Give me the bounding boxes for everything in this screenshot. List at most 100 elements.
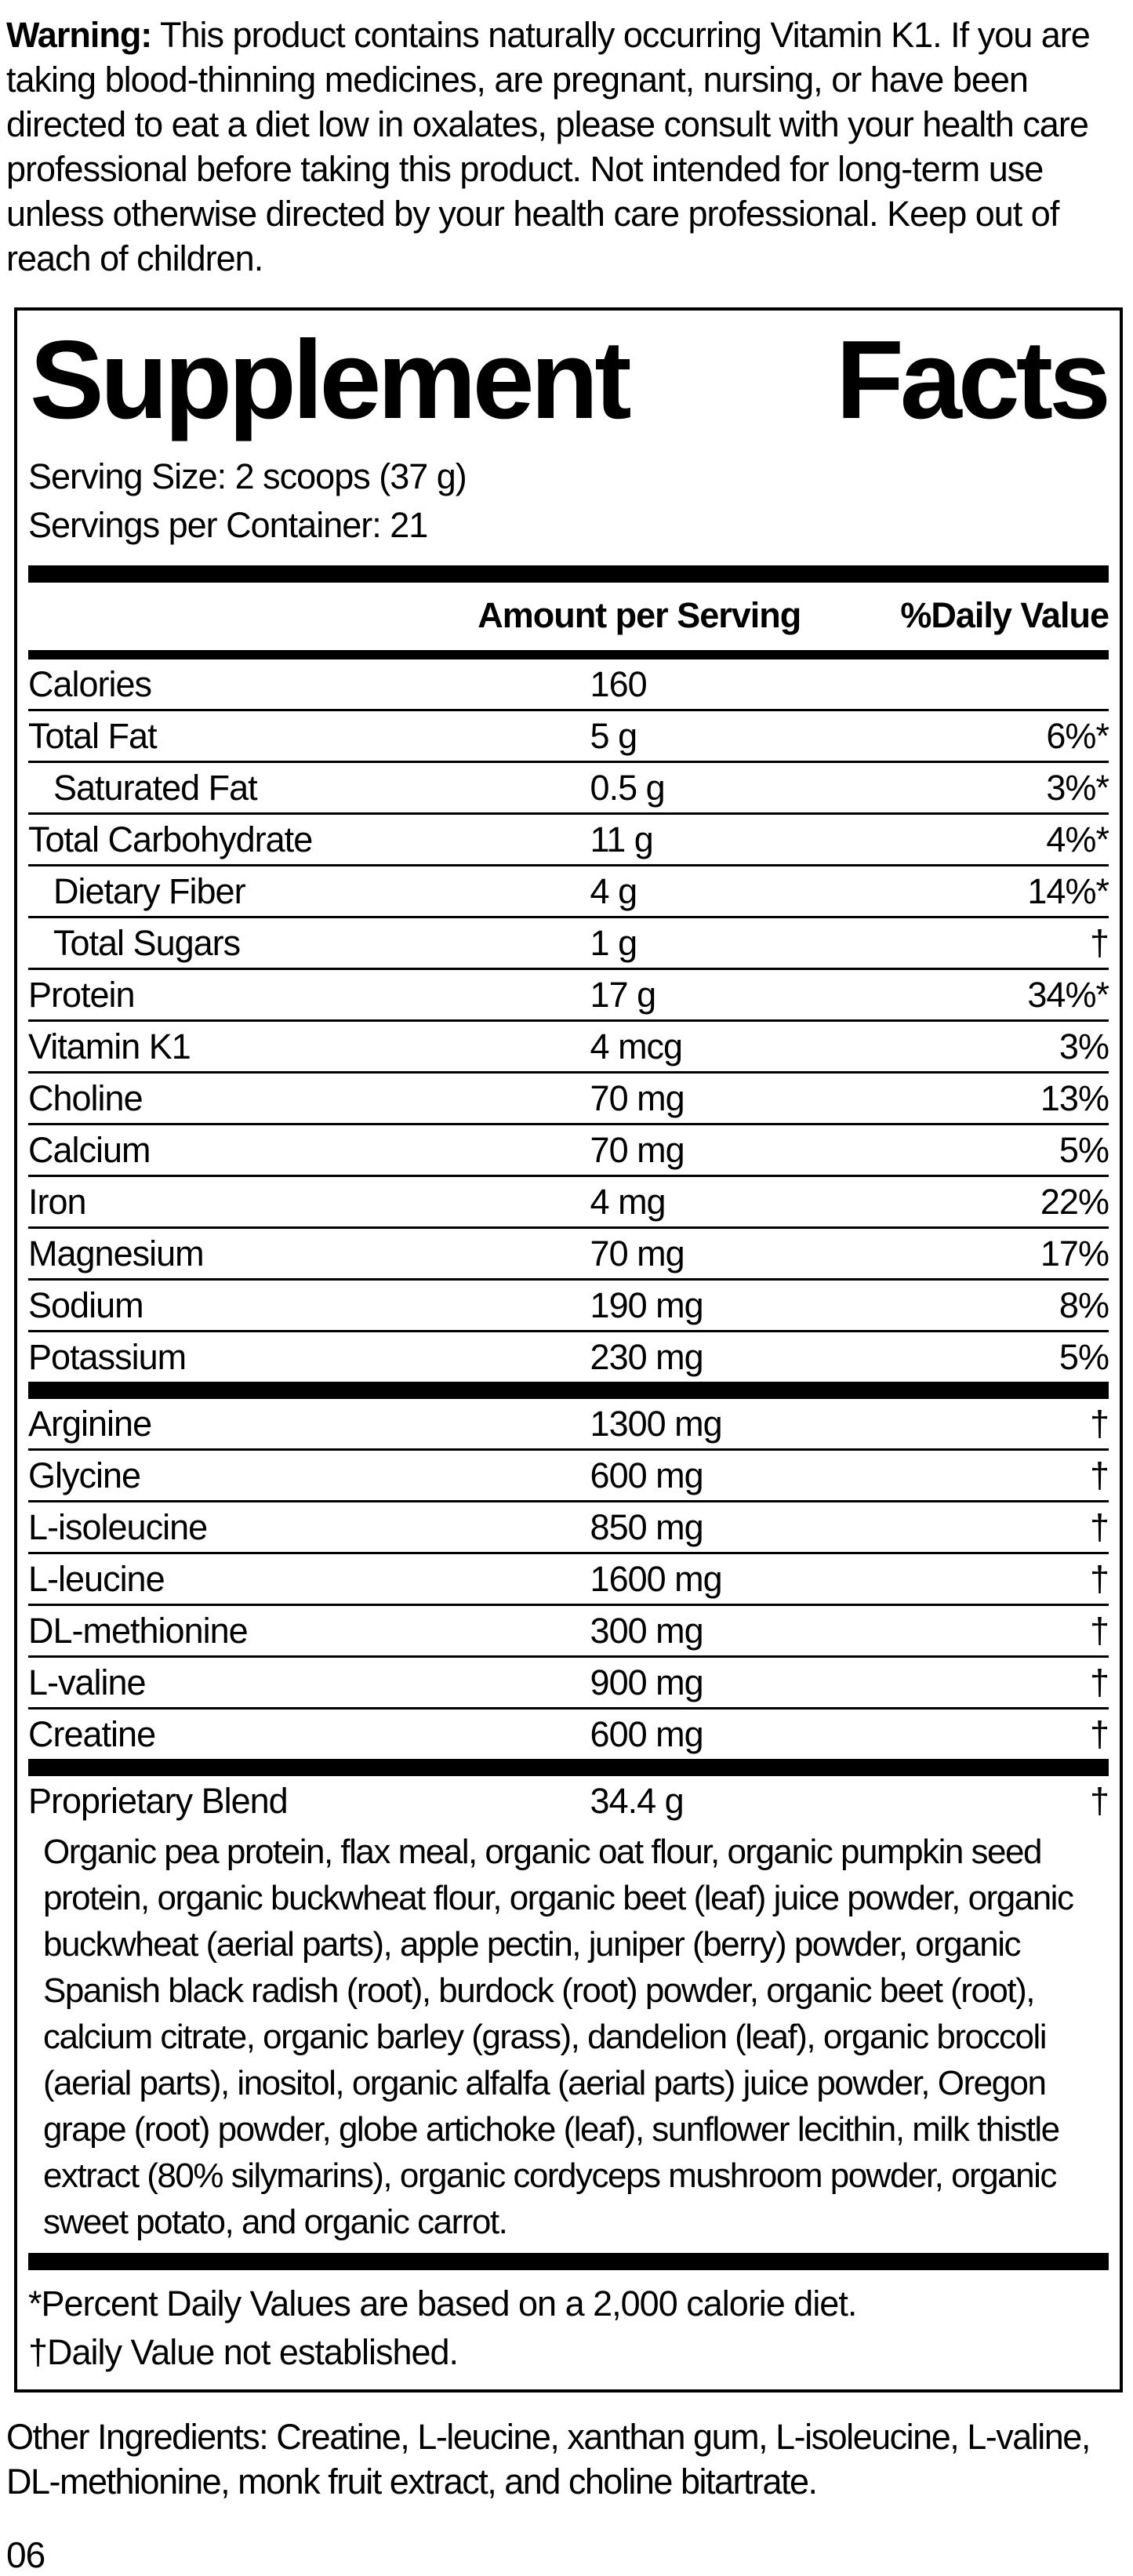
footnote-dagger: †Daily Value not established. <box>28 2332 459 2373</box>
nutrient-dv: † <box>1089 1559 1109 1600</box>
nutrient-name: Calcium <box>28 1130 151 1171</box>
nutrient-dv: 22% <box>1040 1182 1109 1223</box>
table-row: Protein 17 g 34%* <box>28 970 1109 1023</box>
nutrient-name: Saturated Fat <box>53 768 258 808</box>
table-row: Creatine 600 mg † <box>28 1709 1109 1759</box>
nutrient-name: Total Sugars <box>53 923 241 964</box>
table-row: Total Carbohydrate 11 g 4%* <box>28 815 1109 867</box>
nutrient-dv: 34%* <box>1027 975 1109 1016</box>
footnote-asterisk: *Percent Daily Values are based on a 2,0… <box>28 2284 857 2324</box>
nutrient-name: Total Carbohydrate <box>28 819 313 860</box>
nutrient-amount: 160 <box>590 664 648 705</box>
nutrient-dv: † <box>1089 1662 1109 1703</box>
table-row: Magnesium 70 mg 17% <box>28 1229 1109 1281</box>
divider-bar <box>28 565 1109 583</box>
nutrient-dv: 13% <box>1040 1078 1109 1119</box>
nutrient-dv: † <box>1089 1714 1109 1755</box>
nutrient-name: Potassium <box>28 1337 187 1378</box>
other-ingredients: Other Ingredients: Creatine, L-leucine, … <box>6 2417 1091 2502</box>
nutrient-dv: 5% <box>1059 1337 1109 1378</box>
nutrient-dv: 8% <box>1059 1285 1109 1326</box>
table-row: Vitamin K1 4 mcg 3% <box>28 1022 1109 1074</box>
blend-dv: † <box>1089 1781 1109 1822</box>
nutrient-amount: 600 mg <box>590 1455 704 1496</box>
table-row: Potassium 230 mg 5% <box>28 1332 1109 1382</box>
nutrient-name: Choline <box>28 1078 143 1119</box>
table-row: Total Fat 5 g 6%* <box>28 711 1109 764</box>
nutrient-dv: 5% <box>1059 1130 1109 1171</box>
footnotes: *Percent Daily Values are based on a 2,0… <box>28 2270 1109 2380</box>
nutrient-amount: 4 g <box>590 871 638 912</box>
table-row: Arginine 1300 mg † <box>28 1399 1109 1451</box>
nutrient-name: Total Fat <box>28 716 158 757</box>
nutrient-amount: 1300 mg <box>590 1404 723 1444</box>
column-header-row: Amount per Serving %Daily Value <box>28 583 1109 650</box>
nutrient-name: Glycine <box>28 1455 141 1496</box>
table-row: Dietary Fiber 4 g 14%* <box>28 867 1109 919</box>
table-row: Sodium 190 mg 8% <box>28 1281 1109 1333</box>
nutrient-amount: 0.5 g <box>590 768 666 808</box>
nutrient-name: Sodium <box>28 1285 144 1326</box>
nutrient-dv: † <box>1089 923 1109 964</box>
nutrient-dv: 3% <box>1059 1026 1109 1067</box>
table-row: Glycine 600 mg † <box>28 1451 1109 1503</box>
nutrient-name: Vitamin K1 <box>28 1026 191 1067</box>
serving-size: Serving Size: 2 scoops (37 g) <box>28 456 467 497</box>
nutrient-amount: 5 g <box>590 716 638 757</box>
nutrient-dv: 14%* <box>1027 871 1109 912</box>
nutrient-amount: 900 mg <box>590 1662 704 1703</box>
nutrient-amount: 70 mg <box>590 1130 685 1171</box>
table-row: DL-methionine 300 mg † <box>28 1606 1109 1659</box>
nutrient-dv: 6%* <box>1046 716 1109 757</box>
table-row: L-isoleucine 850 mg † <box>28 1502 1109 1555</box>
panel-title: Supplement Facts <box>28 317 1111 442</box>
page-number: 06 <box>6 2534 45 2576</box>
nutrient-amount: 17 g <box>590 975 657 1016</box>
panel-title-right: Facts <box>836 318 1111 442</box>
divider-bar <box>28 650 1109 660</box>
nutrient-name: Protein <box>28 975 136 1016</box>
nutrient-dv: † <box>1089 1611 1109 1651</box>
nutrient-dv: 3%* <box>1046 768 1109 808</box>
table-row: Iron 4 mg 22% <box>28 1177 1109 1230</box>
column-header-dv: %Daily Value <box>900 595 1109 636</box>
nutrient-amount: 300 mg <box>590 1611 704 1651</box>
nutrient-amount: 850 mg <box>590 1507 704 1548</box>
blend-name: Proprietary Blend <box>28 1781 289 1822</box>
nutrient-amount: 600 mg <box>590 1714 704 1755</box>
nutrient-dv <box>871 659 1109 709</box>
nutrient-dv: † <box>1089 1404 1109 1444</box>
divider-bar <box>28 1759 1109 1777</box>
serving-info: Serving Size: 2 scoops (37 g) Servings p… <box>28 452 1109 550</box>
nutrient-name: Calories <box>28 664 152 705</box>
table-row: Calcium 70 mg 5% <box>28 1125 1109 1178</box>
nutrient-amount: 11 g <box>590 819 654 860</box>
nutrient-amount: 4 mcg <box>590 1026 684 1067</box>
table-row: Total Sugars 1 g † <box>28 918 1109 971</box>
nutrient-name: Creatine <box>28 1714 156 1755</box>
nutrient-name: L-valine <box>28 1662 147 1703</box>
table-row: Saturated Fat 0.5 g 3%* <box>28 763 1109 816</box>
proprietary-blend-row: Proprietary Blend 34.4 g † <box>28 1776 1109 1826</box>
nutrient-table: Calories 160 Total Fat 5 g 6%* Saturated… <box>28 659 1109 1382</box>
nutrient-dv: 17% <box>1040 1234 1109 1274</box>
nutrient-name: Magnesium <box>28 1234 205 1274</box>
nutrient-name: Dietary Fiber <box>53 871 246 912</box>
nutrient-name: L-leucine <box>28 1559 165 1600</box>
nutrient-amount: 70 mg <box>590 1078 685 1119</box>
nutrient-dv: † <box>1089 1455 1109 1496</box>
nutrient-name: Iron <box>28 1182 87 1223</box>
blend-description: Organic pea protein, flax meal, organic … <box>43 1833 1074 2242</box>
table-row: L-valine 900 mg † <box>28 1658 1109 1710</box>
panel-title-left: Supplement <box>30 318 632 442</box>
divider-bar <box>28 2253 1109 2271</box>
servings-per-container: Servings per Container: 21 <box>28 505 428 546</box>
table-row: L-leucine 1600 mg † <box>28 1554 1109 1607</box>
nutrient-dv: 4%* <box>1046 819 1109 860</box>
warning-label: Warning: <box>6 15 152 55</box>
nutrient-dv: † <box>1089 1507 1109 1548</box>
table-row: Choline 70 mg 13% <box>28 1074 1109 1126</box>
nutrient-name: L-isoleucine <box>28 1507 208 1548</box>
table-row: Calories 160 <box>28 659 1109 712</box>
divider-bar <box>28 1382 1109 1400</box>
